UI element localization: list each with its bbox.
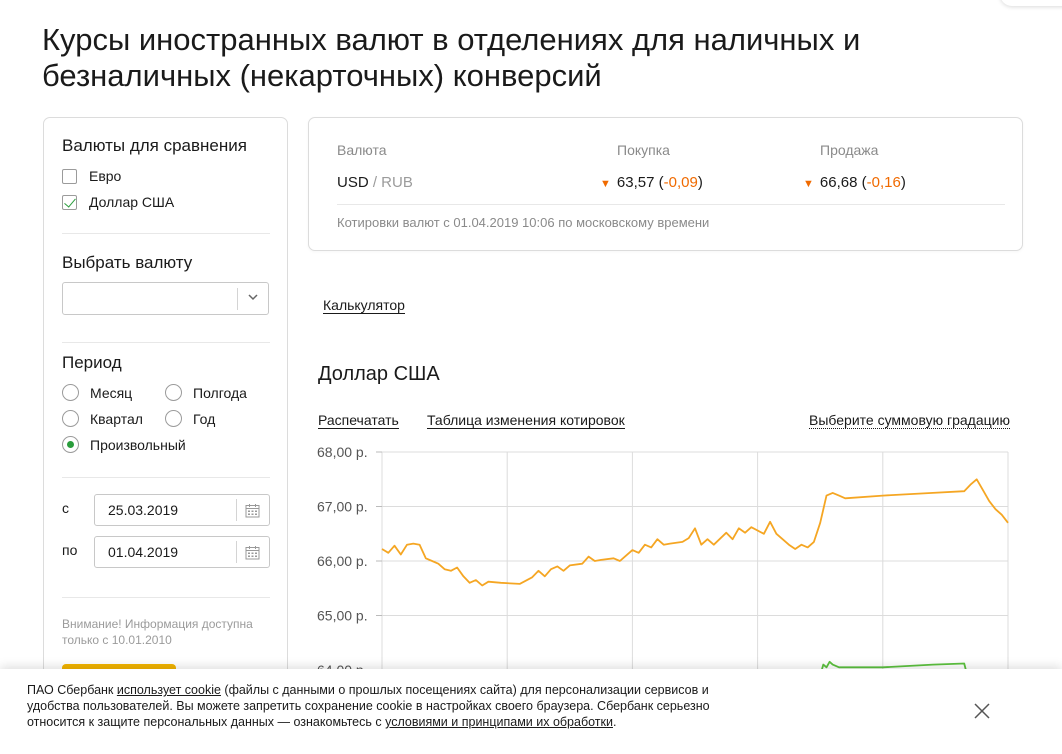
y-tick-label: 68,00 р. bbox=[317, 444, 368, 460]
radio-quarter[interactable] bbox=[62, 410, 79, 427]
radio-label: Полгода bbox=[193, 384, 247, 401]
cookie-text-part: . bbox=[612, 715, 617, 729]
chevron-down-icon bbox=[248, 294, 258, 301]
cookie-text-part: ПАО Сбербанк bbox=[27, 683, 117, 697]
privacy-terms-link[interactable]: условиями и принципами их обработки bbox=[385, 715, 613, 729]
calendar-icon[interactable] bbox=[245, 503, 260, 518]
checkbox-label: Евро bbox=[89, 168, 122, 184]
to-date-value: 01.04.2019 bbox=[108, 544, 179, 560]
down-arrow-icon: ▼ bbox=[803, 178, 814, 190]
y-tick-label: 67,00 р. bbox=[317, 499, 368, 515]
quote-table-link[interactable]: Таблица изменения котировок bbox=[427, 412, 625, 429]
divider bbox=[62, 597, 270, 598]
col-buy: Покупка bbox=[617, 142, 670, 158]
period-section: Период Месяц Полгода Квартал Год Произво… bbox=[62, 353, 270, 453]
checkbox-row-usd[interactable]: Доллар США bbox=[62, 194, 174, 210]
from-label: с bbox=[62, 500, 69, 516]
chart-lines bbox=[381, 478, 1009, 676]
page-title: Курсы иностранных валют в отделениях для… bbox=[42, 22, 861, 93]
checkbox-label: Доллар США bbox=[89, 194, 175, 210]
rate-card: Валюта Покупка Продажа USD / RUB ▼ 63,57 … bbox=[308, 117, 1023, 251]
series-line-1 bbox=[819, 660, 969, 676]
radio-year[interactable] bbox=[165, 410, 182, 427]
y-tick-label: 66,00 р. bbox=[317, 553, 368, 569]
sell-value: 66,68 bbox=[819, 174, 858, 191]
rate-chart: 68,00 р.67,00 р.66,00 р.65,00 р.64,00 р. bbox=[317, 444, 1009, 678]
series-line-0 bbox=[381, 478, 1009, 587]
cookie-policy-link[interactable]: использует cookie bbox=[116, 683, 221, 697]
to-label: по bbox=[62, 542, 78, 558]
buy-value: 63,57 bbox=[616, 174, 655, 191]
col-currency: Валюта bbox=[337, 142, 387, 158]
divider bbox=[62, 233, 270, 234]
chart-title: Доллар США bbox=[318, 363, 440, 385]
radio-month[interactable] bbox=[62, 384, 79, 401]
currency-select[interactable] bbox=[62, 282, 269, 315]
to-date-input[interactable]: 01.04.2019 bbox=[94, 536, 270, 568]
sidebar: Валюты для сравнения Евро Доллар США Выб… bbox=[43, 117, 288, 717]
currency-code: USD bbox=[337, 174, 369, 191]
currency-pair: USD / RUB bbox=[337, 174, 413, 191]
radio-custom[interactable] bbox=[62, 436, 79, 453]
radio-label: Год bbox=[193, 410, 216, 427]
checkbox-euro[interactable] bbox=[62, 168, 77, 184]
radio-halfyear[interactable] bbox=[165, 384, 182, 401]
print-link[interactable]: Распечатать bbox=[318, 412, 399, 429]
base-currency: / RUB bbox=[372, 174, 413, 191]
availability-note: Внимание! Информация доступна только с 1… bbox=[62, 617, 253, 647]
select-title: Выбрать валюту bbox=[62, 253, 193, 272]
divider bbox=[62, 342, 270, 343]
radio-label: Месяц bbox=[90, 384, 133, 401]
down-arrow-icon: ▼ bbox=[600, 178, 611, 190]
radio-row-month[interactable]: Месяц bbox=[62, 384, 132, 401]
select-separator bbox=[237, 288, 238, 310]
radio-row-year[interactable]: Год bbox=[165, 410, 215, 427]
cookie-text: ПАО Сбербанк использует cookie (файлы с … bbox=[27, 682, 717, 730]
radio-row-quarter[interactable]: Квартал bbox=[62, 410, 143, 427]
top-tab bbox=[1000, 0, 1062, 6]
checkbox-usd[interactable] bbox=[62, 194, 77, 210]
divider bbox=[62, 477, 270, 478]
close-icon[interactable] bbox=[970, 699, 994, 723]
buy-change: -0,09 bbox=[663, 174, 698, 191]
calendar-icon[interactable] bbox=[245, 545, 260, 560]
period-title: Период bbox=[62, 353, 122, 372]
gradation-link[interactable]: Выберите суммовую градацию bbox=[809, 412, 1010, 429]
radio-label: Произвольный bbox=[90, 436, 186, 453]
y-tick-label: 65,00 р. bbox=[317, 608, 368, 624]
col-sell: Продажа bbox=[820, 142, 879, 158]
compare-title: Валюты для сравнения bbox=[62, 136, 247, 155]
quote-time-note: Котировки валют с 01.04.2019 10:06 по мо… bbox=[337, 215, 710, 230]
sell-rate: ▼ 66,68 (-0,16) bbox=[803, 174, 906, 191]
calculator-link[interactable]: Калькулятор bbox=[323, 297, 405, 314]
chart-grid bbox=[376, 451, 1009, 678]
y-axis-ticks: 68,00 р.67,00 р.66,00 р.65,00 р.64,00 р. bbox=[317, 444, 368, 678]
divider bbox=[337, 204, 1005, 205]
date-separator bbox=[236, 499, 237, 521]
from-date-value: 25.03.2019 bbox=[108, 502, 179, 518]
buy-rate: ▼ 63,57 (-0,09) bbox=[600, 174, 703, 191]
date-separator bbox=[236, 541, 237, 563]
cookie-text-part: (файлы с данными о прошлых посещениях са… bbox=[27, 683, 710, 729]
compare-section: Валюты для сравнения Евро Доллар США bbox=[62, 136, 270, 210]
cookie-banner: ПАО Сбербанк использует cookie (файлы с … bbox=[0, 669, 1062, 754]
from-date-input[interactable]: 25.03.2019 bbox=[94, 494, 270, 526]
sell-change: -0,16 bbox=[866, 174, 901, 191]
radio-label: Квартал bbox=[90, 410, 143, 427]
radio-row-halfyear[interactable]: Полгода bbox=[165, 384, 247, 401]
radio-row-custom[interactable]: Произвольный bbox=[62, 436, 186, 453]
checkbox-row-euro[interactable]: Евро bbox=[62, 168, 121, 184]
select-section: Выбрать валюту bbox=[62, 253, 270, 315]
